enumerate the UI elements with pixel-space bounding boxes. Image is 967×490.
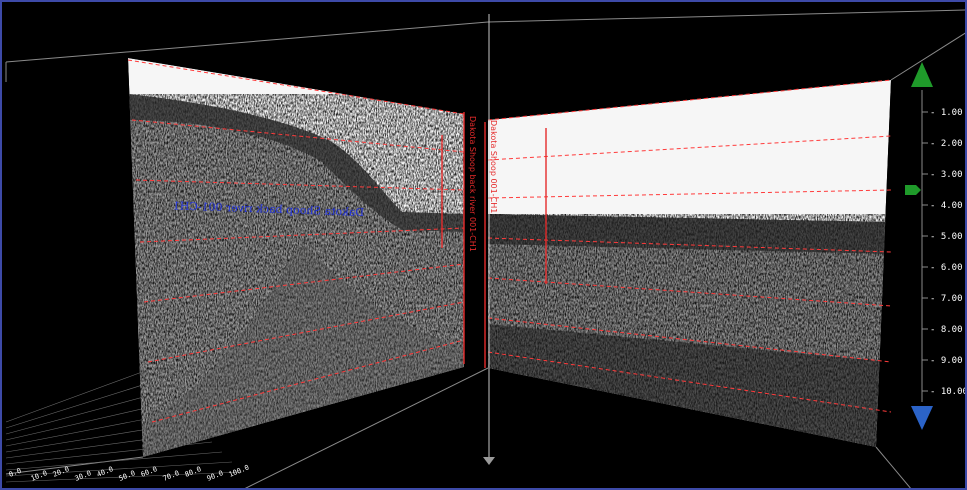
grid-label: 30.0 <box>74 469 93 483</box>
grid-label: 20.0 <box>52 465 71 479</box>
depth-guide-line <box>487 277 892 307</box>
perspective-frame-lines <box>5 9 965 488</box>
depth-label: - 5.00 <box>930 232 963 242</box>
grid-line <box>5 371 143 423</box>
grid-line <box>5 461 233 477</box>
depth-label: - 2.00 <box>930 139 963 149</box>
right-sonar-panel[interactable] <box>488 80 891 447</box>
depth-label: - 6.00 <box>930 263 963 273</box>
grid-line <box>5 381 153 429</box>
pentagon-marker-icon[interactable] <box>905 185 921 195</box>
depth-guide-line <box>139 227 465 243</box>
triangle-up-icon[interactable] <box>911 62 933 87</box>
depth-label: - 3.00 <box>930 170 963 180</box>
depth-guide-line <box>151 339 465 423</box>
center-vertical-axis <box>483 14 495 465</box>
depth-label: - 10.00 <box>930 387 967 397</box>
axis-down-arrow-icon <box>483 457 495 465</box>
vertical-marker-lines <box>441 112 547 368</box>
depth-guide-lines <box>127 59 892 423</box>
grid-label: 60.0 <box>140 465 159 479</box>
depth-guide-line <box>135 179 465 191</box>
depth-guide-line <box>487 237 892 253</box>
grid-line <box>5 391 163 435</box>
grid-label: 100.0 <box>228 464 251 479</box>
depth-guide-line <box>487 135 892 161</box>
depth-guide-line <box>143 263 465 303</box>
depth-guide-line <box>147 301 465 363</box>
depth-label: - 7.00 <box>930 294 963 304</box>
left-sonar-panel[interactable] <box>128 58 464 457</box>
depth-guide-line <box>487 317 892 363</box>
depth-label: - 1.00 <box>930 108 963 118</box>
grid-label: 50.0 <box>118 469 137 483</box>
grid-label: 90.0 <box>206 469 225 483</box>
depth-label: - 9.00 <box>930 356 963 366</box>
depth-guide-line <box>487 351 892 413</box>
depth-guide-line <box>487 79 892 121</box>
grid-label: 70.0 <box>162 469 181 483</box>
vertical-line-label-1: Dakota Shoop back river 001-CH1 <box>468 116 477 252</box>
depth-scale: - 1.00 - 2.00 - 3.00 - 4.00 - 5.00 - 6.00 - 7.… <box>905 62 967 430</box>
grid-line <box>5 471 243 483</box>
depth-label: - 8.00 <box>930 325 963 335</box>
depth-guide-line <box>127 59 465 115</box>
grid-label: 80.0 <box>184 465 203 479</box>
grid-label: 40.0 <box>96 465 115 479</box>
grid-line <box>5 451 223 471</box>
triangle-down-icon[interactable] <box>911 406 933 430</box>
depth-label: - 4.00 <box>930 201 963 211</box>
vertical-line-label-2: Dakota Shoop 001-CH1 <box>489 120 498 213</box>
